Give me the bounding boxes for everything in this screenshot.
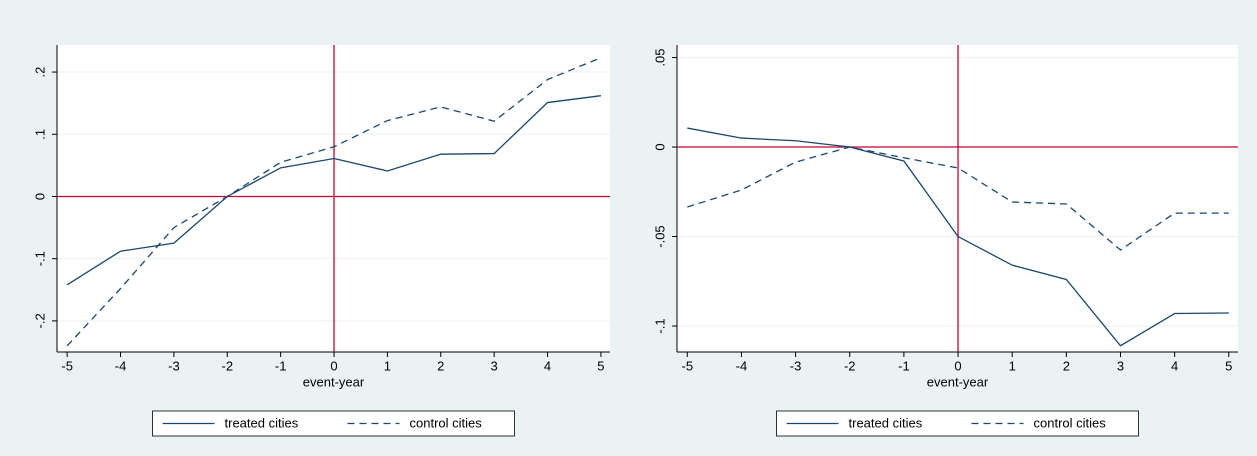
y-tick-label: -.2 [32, 313, 47, 328]
x-tick-label: -4 [736, 358, 748, 373]
legend-label: control cities [410, 415, 483, 430]
series-line [687, 146, 1229, 251]
x-tick-label: 1 [1009, 358, 1016, 373]
x-tick-label: -5 [61, 358, 73, 373]
x-tick-label: -3 [168, 358, 180, 373]
x-tick-label: 4 [544, 358, 551, 373]
x-axis-title: event-year [303, 374, 365, 389]
legend-label: control cities [1034, 415, 1107, 430]
x-tick-label: 5 [597, 358, 604, 373]
x-tick-label: 1 [384, 358, 391, 373]
y-tick-label: -.05 [652, 225, 667, 247]
x-tick-label: 4 [1171, 358, 1178, 373]
series-line [66, 57, 602, 347]
x-tick-label: 3 [491, 358, 498, 373]
x-tick-label: -3 [790, 358, 802, 373]
x-tick-label: -5 [682, 358, 694, 373]
y-tick-label: .1 [32, 129, 47, 140]
x-tick-label: 0 [954, 358, 961, 373]
y-tick-label: .2 [32, 67, 47, 78]
x-tick-label: 3 [1117, 358, 1124, 373]
x-tick-label: 5 [1225, 358, 1232, 373]
y-tick-label: -.1 [652, 318, 667, 333]
y-tick-label: 0 [32, 193, 47, 200]
y-tick-label: 0 [652, 143, 667, 150]
x-tick-label: 2 [1063, 358, 1070, 373]
x-tick-label: -1 [898, 358, 910, 373]
y-tick-label: -.1 [32, 251, 47, 266]
x-tick-label: -2 [221, 358, 233, 373]
legend-label: treated cities [225, 415, 299, 430]
x-tick-label: -2 [844, 358, 856, 373]
x-axis-title: event-year [927, 374, 989, 389]
x-tick-label: -1 [275, 358, 287, 373]
legend-label: treated cities [849, 415, 923, 430]
y-tick-label: .05 [652, 48, 667, 66]
x-tick-label: 0 [330, 358, 337, 373]
series-line [66, 95, 602, 286]
x-tick-label: -4 [115, 358, 127, 373]
x-tick-label: 2 [437, 358, 444, 373]
series-line [687, 127, 1229, 347]
